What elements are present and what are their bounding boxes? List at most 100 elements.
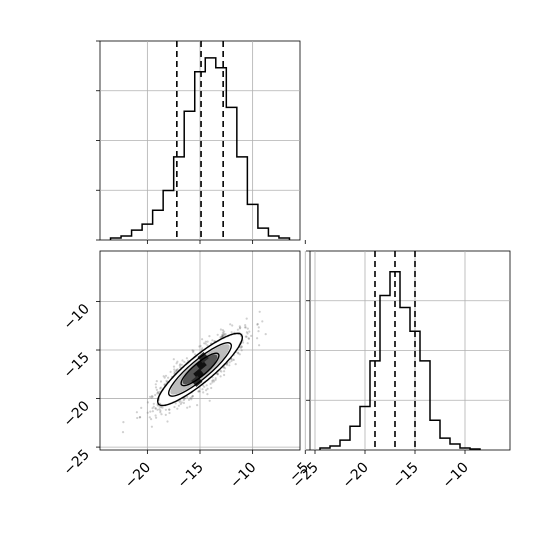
scatter-y-tick-label: −20 <box>61 398 93 430</box>
scatter-point <box>163 376 166 379</box>
scatter-point <box>205 389 208 392</box>
scatter-point <box>222 333 225 336</box>
scatter-point <box>238 325 241 328</box>
scatter-point <box>164 374 168 377</box>
scatter-point <box>186 406 189 409</box>
scatter-point <box>213 380 216 383</box>
scatter-point <box>223 370 226 373</box>
scatter-point <box>173 368 176 371</box>
scatter-point <box>201 338 204 341</box>
scatter-point <box>214 378 217 381</box>
scatter-point <box>180 363 183 366</box>
scatter-point <box>244 335 247 338</box>
scatter-point <box>230 359 233 363</box>
scatter-point <box>238 353 241 356</box>
scatter-point <box>257 326 260 329</box>
scatter-point <box>221 334 224 337</box>
scatter-point <box>245 317 248 320</box>
scatter-point <box>156 408 159 411</box>
scatter-point <box>224 333 227 336</box>
scatter-point <box>139 416 142 419</box>
scatter-point <box>154 407 157 410</box>
scatter-point <box>223 332 226 336</box>
scatter-point <box>150 418 153 421</box>
scatter-point <box>206 387 209 390</box>
scatter-point <box>201 347 204 350</box>
scatter-point <box>136 416 139 420</box>
scatter-point <box>208 399 211 402</box>
scatter-point <box>210 386 213 390</box>
scatter-point <box>219 328 222 331</box>
scatter-y-tick-labels: −10 −15 −20 −25 <box>61 301 93 479</box>
scatter-point <box>216 373 219 376</box>
scatter-point <box>151 407 154 410</box>
scatter-point <box>220 370 223 373</box>
density-contour <box>167 342 233 397</box>
hist-right-x-tick-label: −15 <box>390 460 422 492</box>
scatter-point <box>135 411 138 414</box>
scatter-point <box>161 406 164 409</box>
scatter-point <box>179 402 182 406</box>
hist-right-panel: −25 −20 −15 −10 <box>290 250 511 492</box>
scatter-point <box>150 396 153 399</box>
scatter-point <box>175 368 178 371</box>
scatter-point <box>175 369 178 372</box>
scatter-point <box>250 334 253 337</box>
scatter-point <box>121 431 125 434</box>
scatter-point <box>146 401 149 404</box>
hist-top-step-line <box>109 57 291 240</box>
scatter-point <box>158 405 161 408</box>
scatter-point <box>264 333 267 336</box>
scatter-point <box>185 357 188 360</box>
scatter-point <box>150 425 153 428</box>
scatter-point <box>191 395 194 398</box>
density-contour <box>180 352 220 387</box>
scatter-ticks <box>96 301 306 454</box>
scatter-point <box>247 337 250 340</box>
scatter-point <box>187 398 191 401</box>
density-contours <box>157 332 243 407</box>
scatter-point <box>239 326 242 329</box>
scatter-point <box>206 340 209 343</box>
scatter-point <box>246 342 249 345</box>
scatter-point <box>206 344 209 347</box>
scatter-point <box>240 345 243 348</box>
scatter-point <box>174 402 177 405</box>
scatter-y-tick-label: −10 <box>61 301 93 333</box>
scatter-point <box>148 395 152 398</box>
scatter-x-tick-label: −15 <box>175 460 207 492</box>
hist-top-quantiles <box>176 41 224 240</box>
scatter-point <box>206 393 209 396</box>
scatter-point <box>180 401 183 404</box>
scatter-point <box>212 379 215 382</box>
scatter-point <box>177 404 180 407</box>
scatter-point <box>203 342 206 345</box>
scatter-point <box>186 395 189 398</box>
scatter-point <box>228 361 231 364</box>
scatter-point <box>160 413 163 416</box>
scatter-point <box>258 344 261 347</box>
scatter-point <box>188 405 191 408</box>
scatter-point <box>221 329 224 332</box>
scatter-point <box>190 398 193 401</box>
scatter-point <box>234 363 237 366</box>
scatter-point <box>191 349 194 352</box>
scatter-point <box>172 365 176 368</box>
scatter-point <box>245 331 248 334</box>
scatter-point <box>182 399 185 402</box>
scatter-point <box>223 373 226 377</box>
scatter-point <box>248 330 251 333</box>
scatter-y-tick-label: −15 <box>61 350 93 382</box>
scatter-point <box>197 390 201 393</box>
density-contour <box>157 332 243 407</box>
scatter-point <box>199 344 202 348</box>
scatter-point <box>159 386 163 389</box>
scatter-point <box>201 388 204 391</box>
scatter-point <box>211 379 214 382</box>
scatter-point <box>154 414 157 417</box>
scatter-point <box>160 406 163 409</box>
scatter-point <box>209 382 212 385</box>
scatter-point <box>226 363 229 366</box>
scatter-point <box>166 420 169 423</box>
